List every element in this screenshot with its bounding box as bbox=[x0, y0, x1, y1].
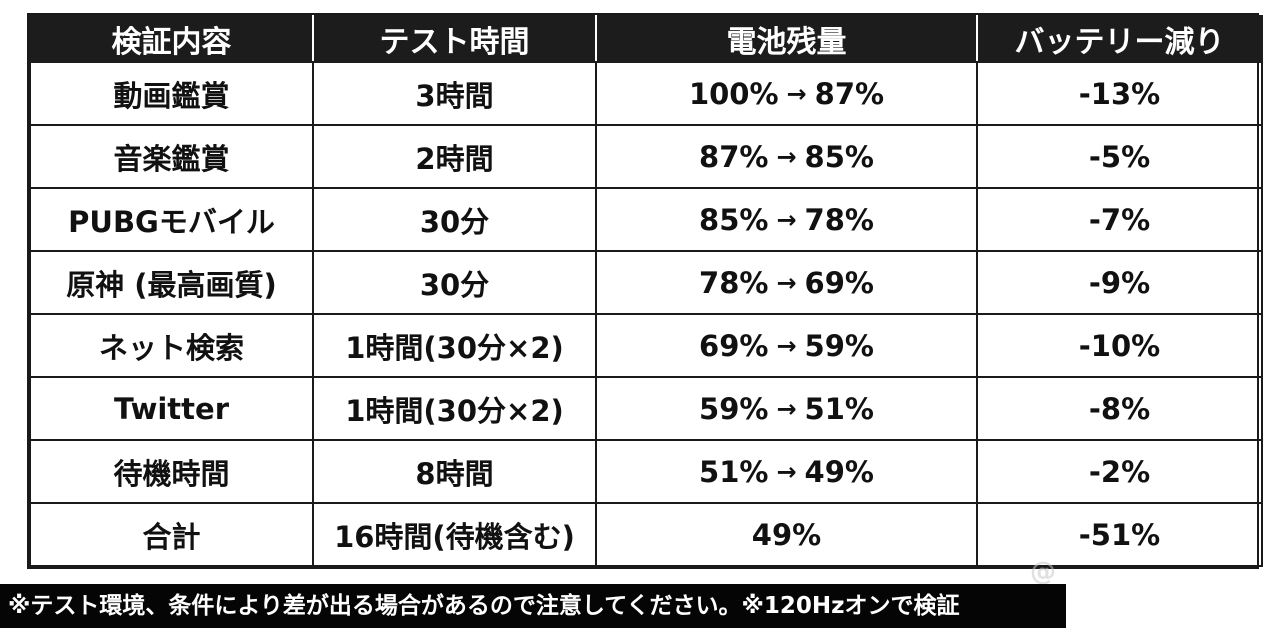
battery-from: 59% bbox=[699, 391, 769, 426]
battery-from: 85% bbox=[699, 202, 769, 237]
table-body: 動画鑑賞 3時間 100% → 87% -13% 音楽鑑賞 2時間 87% → 85% … bbox=[29, 61, 1263, 567]
header-battery-level: 電池残量 bbox=[595, 15, 978, 63]
cell-test-time: 3時間 bbox=[312, 61, 597, 126]
header-row: 検証内容 テスト時間 電池残量 バッテリー減り bbox=[29, 15, 1263, 63]
cell-test-content: Twitter bbox=[29, 376, 314, 441]
cell-battery-level: 69% → 59% bbox=[595, 313, 978, 378]
cell-test-time: 30分 bbox=[312, 250, 597, 315]
cell-test-time: 30分 bbox=[312, 187, 597, 252]
header-test-time: テスト時間 bbox=[312, 15, 597, 63]
total-row: 合計 16時間(待機含む) 49% -51% bbox=[29, 502, 1263, 567]
watermark: @ bbox=[1030, 557, 1058, 587]
table-row: 音楽鑑賞 2時間 87% → 85% -5% bbox=[29, 124, 1263, 189]
battery-to: 87% bbox=[814, 76, 885, 111]
table-header: 検証内容 テスト時間 電池残量 バッテリー減り bbox=[29, 15, 1263, 63]
battery-from: 69% bbox=[699, 328, 769, 363]
cell-battery-level: 85% → 78% bbox=[595, 187, 978, 252]
arrow-right-icon: → bbox=[786, 79, 807, 108]
cell-total-drain: -51% bbox=[976, 502, 1263, 567]
cell-total-battery: 49% bbox=[595, 502, 978, 567]
cell-battery-level: 78% → 69% bbox=[595, 250, 978, 315]
arrow-right-icon: → bbox=[776, 268, 797, 297]
cell-battery-drain: -10% bbox=[976, 313, 1263, 378]
header-test-content: 検証内容 bbox=[29, 15, 314, 63]
cell-test-content: 音楽鑑賞 bbox=[29, 124, 314, 189]
cell-test-time: 2時間 bbox=[312, 124, 597, 189]
cell-test-content: PUBGモバイル bbox=[29, 187, 314, 252]
cell-battery-drain: -9% bbox=[976, 250, 1263, 315]
battery-from: 51% bbox=[699, 454, 769, 489]
battery-to: 49% bbox=[804, 454, 874, 489]
cell-battery-drain: -7% bbox=[976, 187, 1263, 252]
arrow-right-icon: → bbox=[776, 331, 797, 360]
arrow-right-icon: → bbox=[776, 205, 797, 234]
cell-battery-level: 100% → 87% bbox=[595, 61, 978, 126]
cell-total-time: 16時間(待機含む) bbox=[312, 502, 597, 567]
cell-total-label: 合計 bbox=[29, 502, 314, 567]
cell-battery-level: 51% → 49% bbox=[595, 439, 978, 504]
table-row: 原神 (最高画質) 30分 78% → 69% -9% bbox=[29, 250, 1263, 315]
battery-from: 100% bbox=[688, 76, 779, 111]
battery-to: 69% bbox=[804, 265, 874, 300]
arrow-right-icon: → bbox=[776, 394, 797, 423]
cell-battery-drain: -5% bbox=[976, 124, 1263, 189]
cell-test-time: 1時間(30分×2) bbox=[312, 376, 597, 441]
battery-to: 59% bbox=[804, 328, 874, 363]
cell-test-content: 待機時間 bbox=[29, 439, 314, 504]
table-row: PUBGモバイル 30分 85% → 78% -7% bbox=[29, 187, 1263, 252]
cell-battery-drain: -2% bbox=[976, 439, 1263, 504]
cell-test-content: 動画鑑賞 bbox=[29, 61, 314, 126]
cell-test-time: 8時間 bbox=[312, 439, 597, 504]
cell-battery-level: 59% → 51% bbox=[595, 376, 978, 441]
table-row: 待機時間 8時間 51% → 49% -2% bbox=[29, 439, 1263, 504]
battery-to: 85% bbox=[804, 139, 874, 174]
table-row: ネット検索 1時間(30分×2) 69% → 59% -10% bbox=[29, 313, 1263, 378]
cell-battery-level: 87% → 85% bbox=[595, 124, 978, 189]
battery-test-table: 検証内容 テスト時間 電池残量 バッテリー減り 動画鑑賞 3時間 100% → 87… bbox=[29, 15, 1263, 567]
battery-to: 78% bbox=[804, 202, 874, 237]
battery-from: 78% bbox=[699, 265, 769, 300]
cell-test-content: ネット検索 bbox=[29, 313, 314, 378]
table-row: Twitter 1時間(30分×2) 59% → 51% -8% bbox=[29, 376, 1263, 441]
cell-test-time: 1時間(30分×2) bbox=[312, 313, 597, 378]
cell-battery-drain: -13% bbox=[976, 61, 1263, 126]
battery-test-table-container: 検証内容 テスト時間 電池残量 バッテリー減り 動画鑑賞 3時間 100% → 87… bbox=[27, 13, 1263, 569]
arrow-right-icon: → bbox=[776, 457, 797, 486]
footer-note: ※テスト環境、条件により差が出る場合があるので注意してください。※120Hzオン… bbox=[0, 584, 1066, 628]
battery-to: 51% bbox=[804, 391, 874, 426]
header-battery-drain: バッテリー減り bbox=[976, 15, 1263, 63]
cell-battery-drain: -8% bbox=[976, 376, 1263, 441]
arrow-right-icon: → bbox=[776, 142, 797, 171]
table-row: 動画鑑賞 3時間 100% → 87% -13% bbox=[29, 61, 1263, 126]
battery-from: 87% bbox=[699, 139, 769, 174]
cell-test-content: 原神 (最高画質) bbox=[29, 250, 314, 315]
